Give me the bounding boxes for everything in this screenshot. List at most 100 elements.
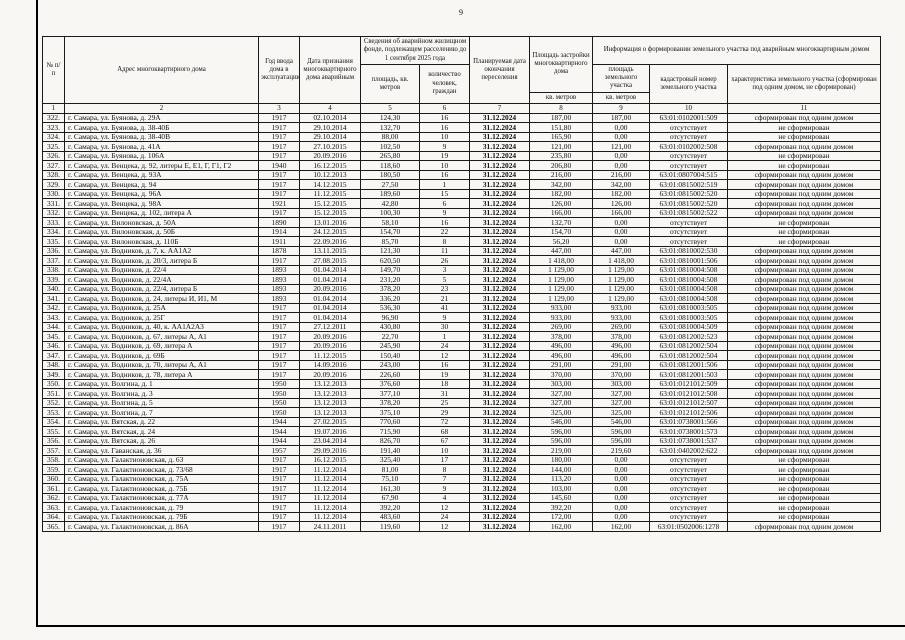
table-cell: 344. [42,321,65,333]
table-cell: 378,00 [529,331,593,342]
table-cell: 22,70 [360,331,420,342]
table-cell: 340. [42,283,65,295]
table-cell: сформирован под одним домом [726,293,882,304]
table-cell: 1950 [258,378,300,390]
table-cell: 26 [419,255,470,266]
table-cell: 620,50 [360,255,420,266]
table-cell: 31.12.2024 [469,198,530,209]
table-cell: 31.12.2024 [469,416,530,428]
table-cell: 13.12.2013 [299,378,361,390]
table-cell: 370,00 [592,369,650,380]
table-cell: 933,00 [592,302,650,314]
table-cell: 1917 [258,131,300,143]
table-cell: 1917 [258,302,300,314]
table-cell: 496,00 [592,350,650,361]
table-cell: 1893 [258,264,300,276]
table-cell: 31.12.2024 [469,236,530,247]
table-cell: 1 [419,331,470,342]
table-cell: 1950 [258,397,300,409]
table-cell: г. Самара, ул. Галактионовская, д. 79 [64,502,259,513]
table-cell: 347. [42,350,65,361]
table-cell: 327,00 [592,397,650,409]
table-cell: 17 [419,454,470,466]
table-cell: 826,70 [360,435,420,447]
table-cell: 63:01:0812002:504 [649,350,728,361]
table-cell: 31.12.2024 [469,122,530,133]
table-cell: 31.12.2024 [469,312,530,323]
table-cell: 31.12.2024 [469,112,530,124]
table-cell: 378,20 [360,283,420,295]
table-row: 348. г. Самара, ул. Водников, д. 70, лите… [42,359,882,371]
table-cell: 349. [42,369,65,380]
table-cell: 0,00 [592,217,650,228]
table-cell: не сформирован [726,217,882,228]
table-cell: г. Самара, ул. Галактионовская, д. 75Б [64,483,259,494]
table-cell: 335. [42,236,65,247]
table-row: 342. г. Самара, ул. Водников, д. 25А 1917 0… [42,302,882,314]
table-cell: отсутствует [649,492,728,504]
table-cell: 1917 [258,255,300,266]
table-cell: 24.12.2015 [299,226,361,238]
table-cell: 31.12.2024 [469,302,530,314]
table-cell: 1917 [258,359,300,371]
table-cell: 11.12.2014 [299,502,361,513]
table-row: 353. г. Самара, ул. Волгина, д. 7 1950 13.1… [42,407,882,418]
table-cell: 364. [42,511,65,523]
table-cell: 31.12.2024 [469,245,530,257]
table-cell: 1917 [258,473,300,485]
table-cell: 11.12.2015 [299,188,361,200]
table-row: 358. г. Самара, ул. Галактионовская, д. 6… [42,454,882,466]
table-cell: 189,60 [360,188,420,200]
colnum-cell: 3 [258,102,300,114]
scan-border-bottom [36,625,905,627]
table-cell: 19.07.2016 [299,426,361,437]
table-cell: 10 [419,445,470,456]
table-cell: 596,00 [529,435,593,447]
table-cell: 269,00 [592,321,650,333]
table-cell: 20.09.2016 [299,331,361,342]
table-cell: 3 [419,264,470,276]
table-cell: сформирован под одним домом [726,264,882,276]
table-cell: 31.12.2024 [469,226,530,238]
table-cell: 30 [419,321,470,333]
table-cell: 447,00 [592,245,650,257]
table-cell: 19 [419,369,470,380]
table-cell: 1 129,00 [529,283,593,295]
table-cell: 483,60 [360,511,420,523]
table-cell: г. Самара, ул. Водников, д. 22/4А [64,274,259,285]
table-cell: 102,50 [360,141,420,152]
table-cell: 339. [42,274,65,285]
table-row: 354. г. Самара, ул. Вятская, д. 22 1944 27.… [42,416,882,428]
table-cell: 377,10 [360,388,420,399]
table-cell: 29.10.2014 [299,131,361,143]
table-cell: 336. [42,245,65,257]
table-cell: 1890 [258,217,300,228]
table-cell: 336,20 [360,293,420,304]
table-cell: 126,00 [529,198,593,209]
table-cell: 496,00 [529,340,593,352]
table-cell: 16 [419,112,470,124]
table-cell: 933,00 [592,312,650,323]
table-row: 362. г. Самара, ул. Галактионовская, д. 7… [42,492,882,504]
table-cell: 291,00 [529,359,593,371]
table-cell: 1917 [258,502,300,513]
table-cell: 01.04.2014 [299,293,361,304]
table-cell: 9 [419,141,470,152]
table-cell: 1917 [258,207,300,219]
table-cell: 1917 [258,340,300,352]
page-number: 9 [459,8,463,17]
table-cell: г. Самара, ул. Галактионовская, д. 73/68 [64,464,259,475]
table-cell: 121,00 [529,141,593,152]
table-cell: сформирован под одним домом [726,274,882,285]
table-cell: 75,10 [360,473,420,485]
table-cell: 1944 [258,435,300,447]
table-cell: 172,00 [529,511,593,523]
table-cell: 329. [42,179,65,190]
table-cell: 63:01:0812001:503 [649,369,728,380]
table-cell: сформирован под одним домом [726,378,882,390]
colnum-cell: 6 [419,102,470,114]
col-header-cadastral: кадастровый номер земельного участка [649,63,728,104]
col-header-land-area: площадь земельного участка [592,63,650,93]
table-cell: 24 [419,340,470,352]
table-cell: сформирован под одним домом [726,141,882,152]
